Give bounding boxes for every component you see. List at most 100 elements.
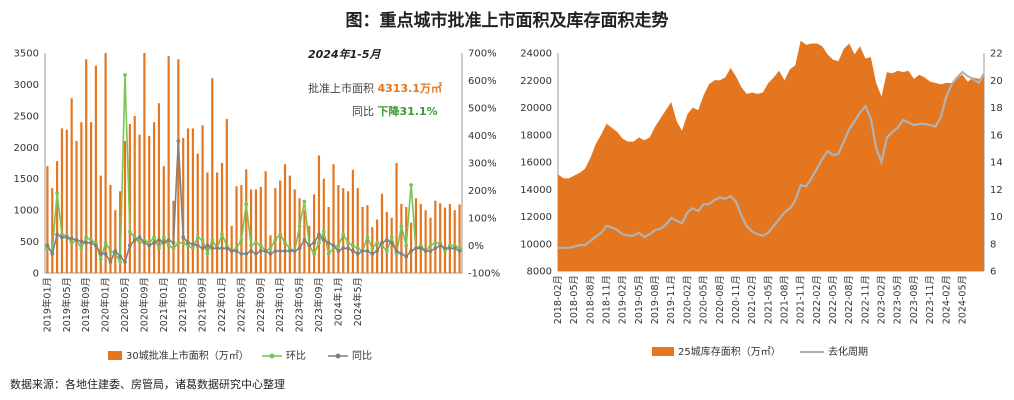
bar [356, 188, 359, 273]
series-point [152, 240, 156, 245]
series-point [210, 246, 215, 251]
bar [85, 59, 88, 274]
bar [264, 171, 267, 273]
series-point [254, 240, 258, 245]
bar [104, 53, 107, 273]
y-right-tick-label: 6 [990, 267, 996, 278]
inventory-area [558, 40, 984, 272]
series-point [336, 243, 341, 248]
series-point [443, 249, 447, 253]
bar [279, 180, 282, 273]
series-point [103, 251, 108, 256]
series-point [317, 240, 321, 245]
series-point [423, 249, 428, 253]
series-point [244, 251, 249, 256]
series-point [287, 249, 292, 253]
bar [201, 125, 204, 274]
series-point [278, 232, 283, 237]
series-point [157, 246, 161, 251]
x-tick-label: 2021-02月 [747, 275, 758, 324]
y-left-tick-label: 14000 [520, 185, 552, 196]
series-point [457, 246, 462, 251]
series-point [326, 240, 331, 245]
bar [70, 98, 73, 273]
bar [128, 124, 131, 274]
series-point [132, 235, 137, 240]
series-point [108, 260, 113, 264]
bar [453, 210, 456, 273]
bar [419, 203, 422, 273]
y-left-tick-label: 2000 [14, 143, 39, 154]
series-point [239, 238, 244, 242]
series-point [195, 235, 200, 240]
series-point [181, 235, 186, 240]
series-point [254, 251, 258, 256]
series-point [346, 240, 350, 245]
x-tick-label: 2023年01月 [274, 277, 286, 332]
bar [434, 200, 437, 273]
legend-label: 25城库存面积（万㎡） [678, 345, 781, 358]
bar [191, 128, 194, 273]
bar [298, 198, 301, 273]
series-point [418, 246, 423, 251]
y-right-tick-label: 22 [990, 49, 1003, 60]
bar [283, 164, 287, 273]
x-tick-label: 2021年05月 [177, 277, 189, 332]
y-right-tick-label: 0% [468, 241, 484, 252]
series-point [273, 238, 278, 242]
bar [133, 115, 136, 273]
bar [439, 203, 442, 273]
series-point [355, 251, 360, 256]
series-point [79, 239, 84, 244]
y-right-tick-label: -100% [468, 269, 500, 280]
annotation-period: 2024年1-5月 [308, 48, 381, 61]
bar [220, 163, 224, 273]
x-tick-label: 2022年01月 [216, 277, 228, 332]
series-point [220, 232, 224, 237]
series-point [312, 251, 317, 256]
series-point [287, 246, 292, 251]
y-right-tick-label: 400% [468, 131, 497, 142]
series-point [229, 249, 234, 253]
x-tick-label: 2018-11月 [602, 275, 613, 324]
right-chart: 8000 10000 12000 14000 16000 18000 20000 22000 2… [520, 40, 1003, 358]
series-point [428, 249, 433, 253]
series-point [394, 249, 399, 253]
series-point [297, 224, 302, 229]
bar [254, 189, 258, 273]
series-point [346, 246, 350, 251]
series-point [108, 249, 113, 253]
series-point [215, 246, 220, 251]
series-point [389, 240, 394, 245]
series-point [302, 199, 307, 204]
series-point [447, 246, 452, 251]
y-right-tick-label: 18 [990, 103, 1003, 114]
bar [259, 186, 262, 273]
series-point [351, 249, 355, 253]
y-left-tick-label: 1500 [14, 174, 39, 185]
bar [361, 207, 364, 273]
series-point [336, 249, 341, 253]
x-tick-label: 2024-05月 [957, 275, 968, 324]
series-point [186, 243, 190, 248]
series-point [360, 249, 365, 253]
x-tick-label: 2023年05月 [294, 277, 306, 332]
series-point [84, 235, 89, 240]
x-tick-label: 2021年01月 [158, 277, 170, 332]
y-left-tick-label: 500 [20, 237, 39, 248]
y-left-tick-label: 10000 [520, 239, 552, 250]
y-right-tick-label: 500% [468, 104, 497, 115]
series-point [200, 246, 205, 251]
bar [414, 198, 418, 273]
bar [211, 78, 214, 273]
series-point [94, 243, 98, 248]
series-point [321, 229, 326, 234]
annotation-approval-value: 4313.1万㎡ [377, 82, 442, 95]
x-tick-label: 2023-02月 [877, 275, 888, 324]
x-tick-label: 2019-02月 [618, 275, 629, 324]
x-tick-label: 2021-11月 [796, 275, 807, 324]
bar [75, 141, 78, 273]
x-tick-label: 2020-08月 [715, 275, 726, 324]
bar [443, 207, 447, 273]
series-point [205, 251, 210, 256]
